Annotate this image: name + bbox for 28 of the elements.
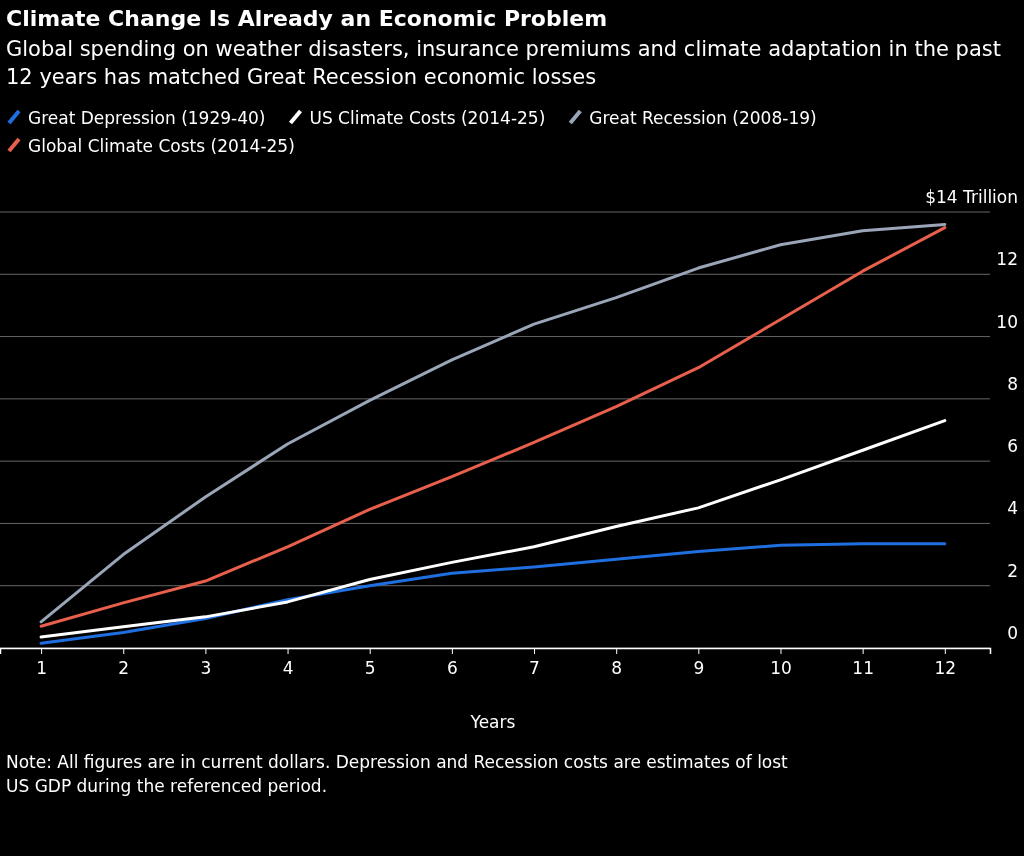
chart-subtitle: Global spending on weather disasters, insurance premiums and climate adaptation in the past 12 years has matched Great Recession economic losses — [6, 37, 1001, 89]
x-tick-label: 6 — [446, 658, 458, 679]
x-tick-label: 3 — [200, 658, 212, 679]
y-tick-label: 0 — [1007, 623, 1018, 643]
legend-label: Great Recession (2008-19) — [589, 108, 817, 128]
x-tick-label: 12 — [934, 658, 957, 679]
x-tick-label: 4 — [282, 658, 294, 679]
x-tick-label: 2 — [118, 658, 130, 679]
y-tick-label: 10 — [996, 311, 1018, 332]
x-tick-label: 8 — [611, 658, 623, 679]
x-tick-label: 1 — [36, 658, 47, 679]
y-tick-label: 4 — [1007, 498, 1018, 519]
y-tick-label: 6 — [1007, 436, 1018, 457]
y-tick-label: $14 Trillion — [925, 187, 1018, 207]
legend-label: Great Depression (1929-40) — [28, 108, 266, 128]
y-tick-label: 12 — [996, 249, 1018, 270]
legend-label: US Climate Costs (2014-25) — [309, 108, 546, 128]
x-axis-title: Years — [469, 712, 516, 732]
x-tick-label: 7 — [529, 658, 540, 679]
y-tick-label: 2 — [1007, 560, 1018, 581]
x-tick-label: 5 — [364, 658, 376, 679]
x-tick-label: 11 — [852, 658, 874, 679]
y-tick-label: 8 — [1007, 373, 1018, 394]
x-tick-label: 10 — [770, 658, 792, 679]
text: Note: All figures are in current dollars. Depression and Recession costs are estimates of lost US GDP during the referenced period. — [6, 752, 789, 796]
x-tick-label: 9 — [693, 658, 705, 679]
legend-label: Global Climate Costs (2014-25) — [28, 136, 295, 156]
chart-title: Climate Change Is Already an Economic Problem — [6, 6, 608, 31]
